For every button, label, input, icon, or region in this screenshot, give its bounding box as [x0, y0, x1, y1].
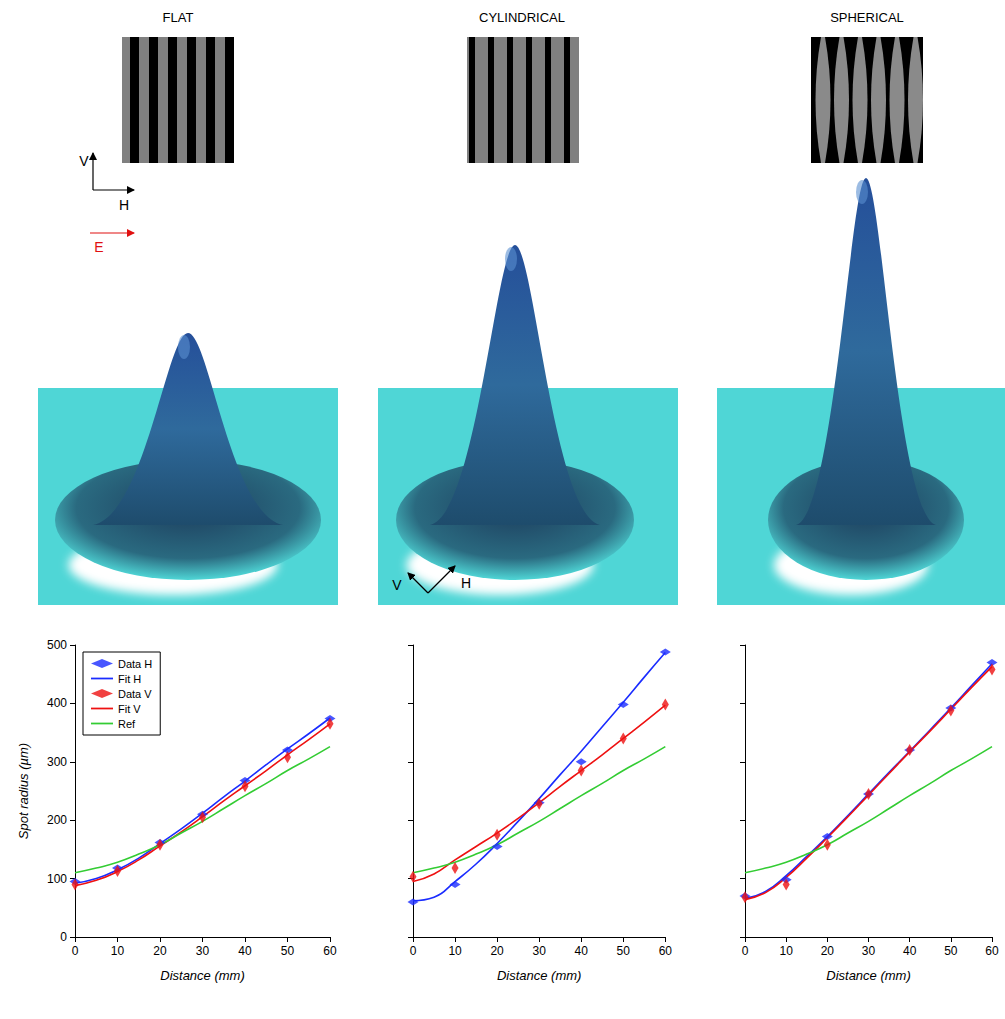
svg-text:50: 50 [281, 944, 295, 958]
svg-text:10: 10 [448, 944, 462, 958]
svg-text:500: 500 [47, 638, 67, 652]
svg-text:E: E [94, 239, 103, 255]
svg-text:Data V: Data V [118, 688, 152, 700]
svg-text:Distance (mm): Distance (mm) [497, 968, 582, 983]
svg-text:V: V [392, 577, 402, 593]
svg-text:20: 20 [490, 944, 504, 958]
svg-text:V: V [79, 153, 89, 169]
svg-text:0: 0 [72, 944, 79, 958]
svg-text:300: 300 [47, 755, 67, 769]
svg-text:Data H: Data H [118, 658, 152, 670]
svg-text:Fit H: Fit H [118, 673, 141, 685]
svg-text:200: 200 [47, 813, 67, 827]
svg-text:0: 0 [742, 944, 749, 958]
svg-text:0: 0 [410, 944, 417, 958]
svg-text:Fit V: Fit V [118, 703, 141, 715]
svg-text:60: 60 [985, 944, 999, 958]
svg-text:SPHERICAL: SPHERICAL [830, 10, 904, 25]
svg-text:Ref: Ref [118, 718, 136, 730]
svg-text:0: 0 [60, 930, 67, 944]
svg-text:40: 40 [238, 944, 252, 958]
svg-text:100: 100 [47, 872, 67, 886]
svg-text:10: 10 [779, 944, 793, 958]
svg-text:40: 40 [903, 944, 917, 958]
svg-text:40: 40 [575, 944, 589, 958]
svg-text:60: 60 [323, 944, 337, 958]
svg-text:20: 20 [821, 944, 835, 958]
svg-text:20: 20 [153, 944, 167, 958]
svg-text:H: H [461, 575, 471, 591]
svg-text:FLAT: FLAT [163, 10, 194, 25]
svg-text:Distance (mm): Distance (mm) [160, 968, 245, 983]
svg-text:30: 30 [196, 944, 210, 958]
svg-text:CYLINDRICAL: CYLINDRICAL [479, 10, 565, 25]
svg-text:30: 30 [532, 944, 546, 958]
svg-text:30: 30 [862, 944, 876, 958]
svg-text:60: 60 [659, 944, 673, 958]
svg-text:H: H [119, 197, 129, 213]
svg-text:50: 50 [944, 944, 958, 958]
svg-text:50: 50 [617, 944, 631, 958]
svg-text:Distance (mm): Distance (mm) [826, 968, 911, 983]
svg-text:10: 10 [111, 944, 125, 958]
svg-text:Spot radius (µm): Spot radius (µm) [16, 743, 31, 839]
svg-text:400: 400 [47, 696, 67, 710]
